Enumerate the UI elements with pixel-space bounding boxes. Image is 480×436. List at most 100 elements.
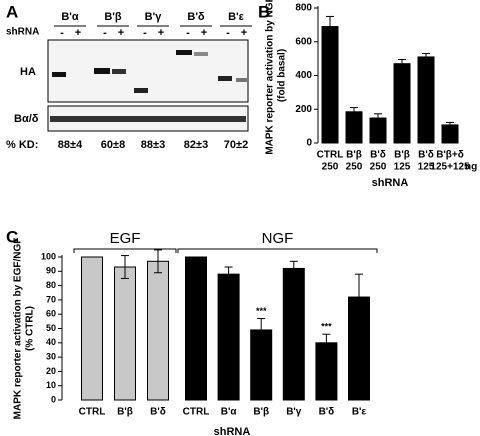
y-tick-label: 70: [46, 294, 56, 304]
dose-label: 250: [346, 162, 363, 173]
error-bar: [374, 113, 382, 123]
dose-label: 250: [322, 162, 339, 173]
dose-label: 250: [370, 162, 387, 173]
error-bar: [446, 121, 454, 128]
x-tick-label: B'δ: [370, 150, 386, 161]
kd-label: % KD:: [6, 139, 38, 151]
row-label: HA: [20, 66, 36, 78]
x-tick-label: CTRL: [183, 407, 210, 418]
shrna-sign: -: [103, 27, 107, 39]
x-tick-label: B'β: [117, 407, 133, 418]
bar: [217, 273, 240, 401]
x-axis-label: shRNA: [214, 426, 251, 436]
shrna-sign: -: [60, 27, 64, 39]
bar: [282, 267, 305, 401]
legend-label: EGF: [110, 230, 141, 247]
error-bar: [224, 266, 233, 282]
x-tick-label: B'δ: [150, 407, 166, 418]
shrna-sign: +: [158, 27, 164, 39]
x-tick-label: B'β+δ: [436, 150, 464, 161]
shrna-label: shRNA: [6, 27, 39, 38]
column-header: B'δ: [187, 11, 205, 23]
bar: [393, 63, 411, 144]
error-bar: [322, 333, 331, 352]
error-bar: [355, 273, 363, 321]
legend-label: NGF: [262, 230, 294, 247]
bar: [321, 26, 339, 144]
x-tick-label: B'γ: [286, 407, 302, 418]
dose-label: 125: [418, 162, 435, 173]
kd-value: 70±2: [224, 139, 248, 151]
shrna-sign: +: [75, 27, 81, 39]
panel-label: A: [6, 2, 18, 21]
dose-label: 125+125: [430, 162, 470, 173]
blot-image: [47, 39, 249, 132]
y-tick-label: 10: [46, 380, 56, 390]
bar: [114, 266, 136, 401]
y-tick-label: 400: [295, 70, 312, 81]
error-bar: [422, 53, 430, 61]
x-tick-label: B'β: [394, 150, 410, 161]
significance: ***: [321, 322, 332, 332]
y-tick-label: 50: [46, 323, 56, 333]
y-axis-label: MAPK reporter activation by NGF: [265, 0, 276, 155]
y-axis-label: (% CTRL): [25, 306, 36, 351]
significance: ***: [256, 306, 267, 316]
shrna-sign: +: [241, 27, 247, 39]
y-tick-label: 40: [46, 337, 56, 347]
panel-label: C: [6, 227, 18, 246]
row-label: Bα/δ: [14, 113, 39, 125]
x-tick-label: B'β: [346, 150, 362, 161]
y-tick-label: 80: [46, 280, 56, 290]
kd-value: 88±4: [58, 139, 83, 151]
shrna-sign: -: [226, 27, 230, 39]
y-tick-label: 100: [41, 251, 56, 261]
error-bar: [257, 317, 266, 342]
x-tick-label: B'α: [221, 407, 238, 418]
column-header: B'β: [104, 11, 122, 23]
error-bar: [121, 255, 129, 279]
y-tick-label: 60: [46, 309, 56, 319]
y-tick-label: 800: [295, 3, 312, 14]
error-bar: [289, 260, 298, 277]
y-tick-label: 0: [306, 138, 312, 149]
group-bracket: [177, 248, 378, 253]
y-tick-label: 0: [51, 394, 56, 404]
bar: [81, 256, 103, 401]
shrna-sign: +: [118, 27, 124, 39]
column-header: B'α: [61, 11, 79, 23]
x-tick-label: B'δ: [319, 407, 335, 418]
dose-unit: ng: [465, 162, 477, 173]
x-tick-label: CTRL: [79, 407, 106, 418]
panel-label: B: [258, 2, 270, 21]
x-tick-label: B'ε: [352, 407, 367, 418]
x-tick-label: B'δ: [418, 150, 434, 161]
y-tick-label: 600: [295, 36, 312, 47]
group-bracket: [73, 248, 177, 253]
column-header: B'ε: [228, 11, 245, 23]
x-tick-label: B'β: [253, 407, 269, 418]
shrna-sign: +: [201, 27, 207, 39]
bar: [147, 260, 169, 401]
x-axis-label: shRNA: [372, 177, 409, 189]
dose-label: 125: [394, 162, 411, 173]
y-tick-label: 30: [46, 351, 56, 361]
kd-value: 82±3: [184, 139, 208, 151]
y-axis-label: MAPK reporter activation by EGF/NGF: [13, 238, 24, 420]
x-tick-label: CTRL: [317, 150, 344, 161]
y-tick-label: 20: [46, 366, 56, 376]
column-header: B'γ: [145, 11, 163, 23]
y-axis-label: (fold basal): [277, 49, 288, 102]
y-tick-label: 200: [295, 104, 312, 115]
bar: [185, 256, 207, 401]
shrna-sign: -: [186, 27, 190, 39]
error-bar: [350, 107, 358, 117]
error-bar: [326, 15, 334, 38]
error-bar: [154, 249, 162, 274]
kd-value: 60±8: [101, 139, 125, 151]
kd-value: 88±3: [141, 139, 165, 151]
bar: [417, 56, 435, 144]
error-bar: [398, 58, 406, 69]
y-tick-label: 90: [46, 266, 56, 276]
